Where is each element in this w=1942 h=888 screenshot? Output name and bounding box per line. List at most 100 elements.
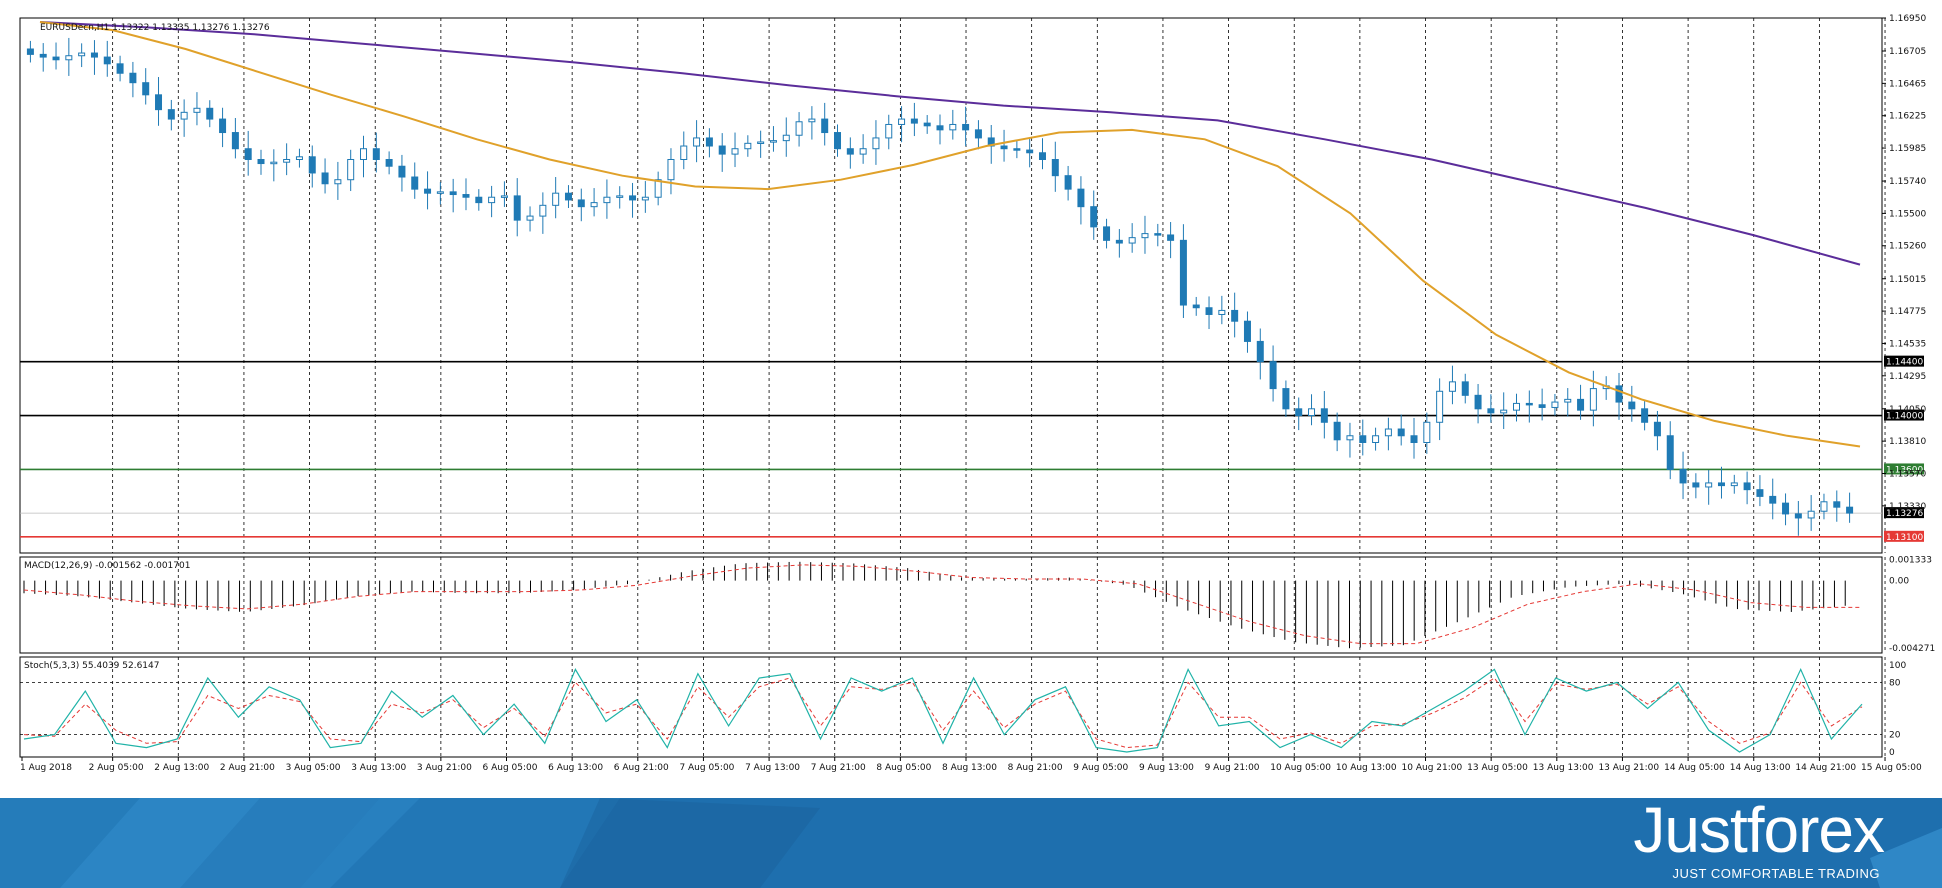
price-tick-label: 1.15015 [1889,275,1926,285]
time-axis: 1 Aug 2018 2 Aug 05:00 2 Aug 13:00 2 Aug 21… [20,757,1922,773]
candle-body [1167,234,1175,241]
price-tick-label: 1.15740 [1889,177,1926,187]
candle-body [641,196,649,201]
candle-body [1372,435,1380,443]
candle-body [731,148,739,155]
candle-body [1205,307,1213,315]
symbol-header: EURUSDecn,H1 1.13322 1.13335 1.13276 1.1… [40,23,270,33]
candle-body [757,141,765,144]
candle-body [1282,388,1290,410]
candle-body [1461,381,1469,396]
candle-body [1295,408,1303,417]
level-tag [1884,409,1924,421]
candle-body [155,94,163,111]
candle-body [347,158,355,181]
candle-body [1038,152,1046,160]
price-tick-label: 1.16950 [1889,14,1926,24]
candle-body [475,196,483,204]
time-tick-label: 9 Aug 05:00 [1073,763,1128,773]
candle-body [1103,226,1111,241]
candle-body [1641,408,1649,423]
macd-histogram [23,561,1846,649]
time-tick-label: 2 Aug 05:00 [89,763,144,773]
price-tick-label: 1.15260 [1889,242,1926,252]
candle-body [1320,408,1328,423]
candle-body [590,202,598,208]
candle-body [116,63,124,74]
current-price-tag [1884,507,1924,519]
candle-body [103,56,111,65]
macd-tick-label: -0.004271 [1889,644,1935,654]
candle-body [1666,435,1674,470]
candle-body [1423,421,1431,443]
candle-body [1218,309,1226,315]
candle-body [65,55,73,61]
candle-body [334,179,342,185]
time-tick-label: 6 Aug 05:00 [483,763,538,773]
candle-body [1538,404,1546,408]
candle-body [1115,239,1123,244]
candle-body [846,148,854,155]
candle-body [564,192,572,201]
time-tick-label: 14 Aug 13:00 [1730,763,1791,773]
candle-body [1743,482,1751,491]
candle-body [718,145,726,155]
candle-body [1794,513,1802,519]
candle-body [1833,501,1841,508]
price-tick-label: 1.16225 [1889,112,1926,122]
candle-body [295,156,303,160]
price-grid [112,18,1886,553]
candle-body [26,48,34,55]
candle-body [1653,421,1661,437]
candle-body [1077,188,1085,208]
time-tick-label: 14 Aug 21:00 [1795,763,1856,773]
candle-body [244,148,252,160]
candle-body [1192,304,1200,309]
candle-body [1128,237,1136,244]
candle-body [680,145,688,160]
price-tick-label: 1.14535 [1889,339,1926,349]
level-tag [1884,463,1924,475]
candle-body [1346,435,1354,441]
time-tick-label: 13 Aug 13:00 [1533,763,1594,773]
candle-body [308,156,316,174]
ma-fast-line [39,21,1861,448]
candle-body [359,148,367,160]
candle-body [603,196,611,204]
candle-body [1359,435,1367,443]
candle-body [1051,158,1059,177]
candle-body [1064,175,1072,190]
candle-body [1333,421,1341,441]
candle-body [411,176,419,190]
stoch-axis: 100 80 20 0 [1889,661,1906,758]
level-tag [1884,355,1924,367]
candle-body [1564,398,1572,403]
time-tick-label: 10 Aug 05:00 [1270,763,1331,773]
macd-panel [19,556,1883,654]
candle-body [1179,239,1187,306]
time-tick-label: 2 Aug 21:00 [220,763,275,773]
candle-body [1308,408,1316,417]
candle-body [500,195,508,198]
candle-body [1384,428,1392,437]
support-resistance-levels: 1.14400 1.14000 1.13600 1.13100 1.13276 [20,355,1924,543]
candle-body [1013,148,1021,151]
candle-body [39,53,47,58]
candle-body [577,199,585,208]
price-tick-label: 1.13570 [1889,469,1926,479]
macd-label: MACD(12,26,9) -0.001562 -0.001701 [24,561,190,571]
candlesticks [26,37,1854,536]
candle-body [1628,401,1636,410]
candle-body [616,195,624,198]
candle-body [129,72,137,84]
level-tag-label: 1.13100 [1886,533,1923,543]
candle-body [1730,482,1738,487]
candle-body [257,158,265,165]
candle-body [821,118,829,134]
candle-body [654,179,662,198]
candle-body [513,195,521,221]
time-tick-label: 3 Aug 21:00 [417,763,472,773]
time-tick-label: 7 Aug 13:00 [745,763,800,773]
candle-body [1692,482,1700,488]
candle-body [552,192,560,206]
